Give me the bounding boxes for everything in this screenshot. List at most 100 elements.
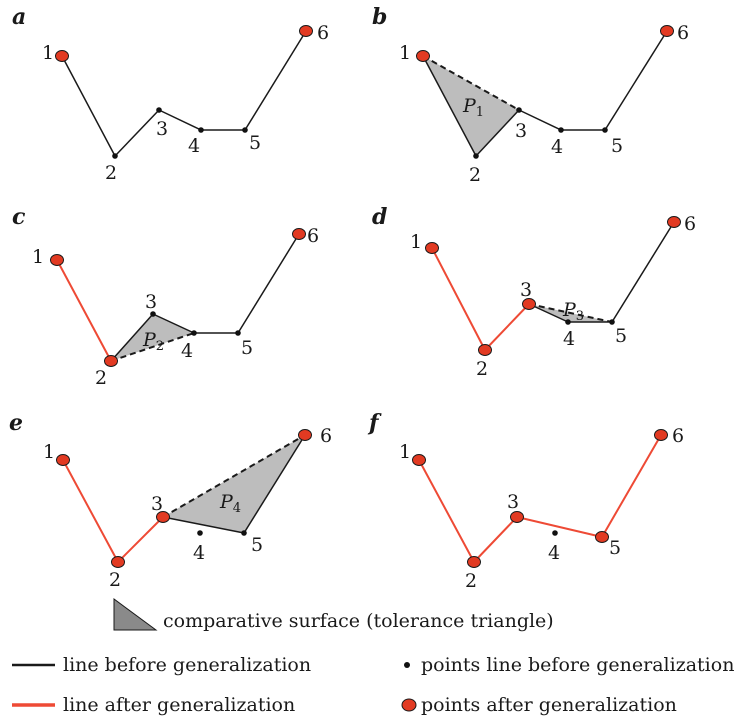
after-point bbox=[412, 454, 426, 466]
point-label: 2 bbox=[109, 569, 121, 591]
dashed-chord bbox=[110, 332, 195, 362]
before-line-segment bbox=[611, 221, 675, 323]
after-point bbox=[56, 454, 70, 466]
after-line-segment bbox=[516, 516, 603, 538]
panel-d: P3 1 2 3 4 5 6 bbox=[410, 213, 696, 380]
before-line-segment bbox=[422, 55, 477, 157]
point-label: 4 bbox=[551, 136, 563, 158]
after-line-segment bbox=[418, 459, 475, 563]
point-label: 6 bbox=[307, 225, 319, 247]
point-label: 4 bbox=[563, 328, 575, 350]
point-label: 5 bbox=[251, 534, 263, 556]
panel-f: 1 2 3 4 5 6 bbox=[399, 425, 684, 592]
before-line-segment bbox=[162, 516, 245, 534]
before-point bbox=[558, 127, 564, 133]
before-point bbox=[198, 127, 204, 133]
legend-point-after-swatch bbox=[401, 698, 417, 712]
legend-triangle-swatch bbox=[113, 598, 158, 631]
point-label: 3 bbox=[151, 493, 163, 515]
point-label: 6 bbox=[317, 22, 329, 44]
before-point bbox=[191, 330, 197, 336]
before-point bbox=[112, 153, 118, 159]
point-label: 1 bbox=[399, 42, 411, 64]
panel-letter-e: e bbox=[9, 410, 23, 436]
point-label: 1 bbox=[42, 42, 54, 64]
after-point bbox=[292, 228, 306, 240]
polygon-label: P3 bbox=[562, 299, 584, 324]
after-point bbox=[467, 556, 481, 568]
before-line-segment bbox=[61, 55, 116, 157]
point-label: 2 bbox=[476, 358, 488, 380]
before-point bbox=[565, 319, 571, 325]
before-point bbox=[473, 153, 479, 159]
after-line-segment bbox=[62, 459, 119, 563]
tolerance-triangle bbox=[163, 435, 305, 533]
panel-b: P1 1 2 3 4 5 6 bbox=[399, 22, 689, 186]
after-point bbox=[510, 511, 524, 523]
point-label: 5 bbox=[609, 537, 621, 559]
before-line-segment bbox=[518, 109, 562, 131]
point-label: 1 bbox=[32, 246, 44, 268]
panel-letter-d: d bbox=[372, 204, 387, 230]
after-point bbox=[55, 50, 69, 62]
after-line-segment bbox=[601, 434, 662, 538]
before-line-segment bbox=[243, 434, 306, 534]
polygon-label: P1 bbox=[462, 95, 484, 120]
after-point bbox=[425, 242, 439, 254]
polygon-label: P4 bbox=[219, 491, 241, 516]
after-point bbox=[298, 429, 312, 441]
panel-c: P2 1 2 3 4 5 6 bbox=[32, 225, 319, 389]
after-point bbox=[595, 531, 609, 543]
point-label: 3 bbox=[507, 491, 519, 513]
before-point bbox=[602, 127, 608, 133]
legend-point-before-swatch bbox=[404, 662, 410, 668]
point-label: 3 bbox=[145, 291, 157, 313]
dashed-chord bbox=[422, 55, 520, 111]
before-line-segment bbox=[475, 109, 520, 157]
before-line-segment bbox=[528, 303, 569, 323]
legend-points-before-label: points line before generalization bbox=[421, 654, 734, 676]
after-point bbox=[522, 298, 536, 310]
point-label: 1 bbox=[410, 231, 422, 253]
panel-letter-b: b bbox=[372, 4, 387, 30]
after-line-segment bbox=[473, 516, 518, 563]
point-label: 5 bbox=[249, 132, 261, 154]
point-label: 5 bbox=[615, 325, 627, 347]
point-label: 1 bbox=[399, 441, 411, 463]
before-line-segment bbox=[237, 233, 300, 334]
panel-a: 1 2 34 5 6 bbox=[42, 22, 329, 184]
before-point bbox=[241, 530, 247, 536]
dashed-chord bbox=[528, 303, 613, 323]
after-line-segment bbox=[431, 247, 486, 351]
before-line-segment bbox=[152, 313, 195, 334]
point-label: 2 bbox=[465, 570, 477, 592]
point-label: 2 bbox=[95, 367, 107, 389]
before-line-segment bbox=[604, 30, 668, 131]
point-label: 6 bbox=[672, 425, 684, 447]
before-point bbox=[552, 530, 558, 536]
before-point bbox=[197, 530, 203, 536]
before-point bbox=[516, 107, 522, 113]
after-point bbox=[299, 25, 313, 37]
point-label: 4 bbox=[548, 542, 560, 564]
before-line-segment bbox=[110, 313, 154, 362]
point-label: 5 bbox=[241, 337, 253, 359]
after-point bbox=[478, 344, 492, 356]
after-line-segment bbox=[484, 303, 530, 351]
panel-e: P4 1 2 3 4 5 6 bbox=[43, 425, 332, 591]
before-line-segment bbox=[114, 109, 160, 157]
before-point bbox=[609, 319, 615, 325]
tolerance-triangle bbox=[111, 314, 194, 361]
point-label: 3 bbox=[156, 118, 168, 140]
tolerance-triangle bbox=[423, 56, 519, 156]
point-label: 4 bbox=[181, 340, 193, 362]
point-label: 1 bbox=[43, 441, 55, 463]
after-point bbox=[111, 556, 125, 568]
before-point bbox=[156, 107, 162, 113]
after-point bbox=[660, 25, 674, 37]
dashed-chord bbox=[162, 434, 306, 518]
before-line-segment bbox=[244, 30, 307, 131]
before-point bbox=[235, 330, 241, 336]
